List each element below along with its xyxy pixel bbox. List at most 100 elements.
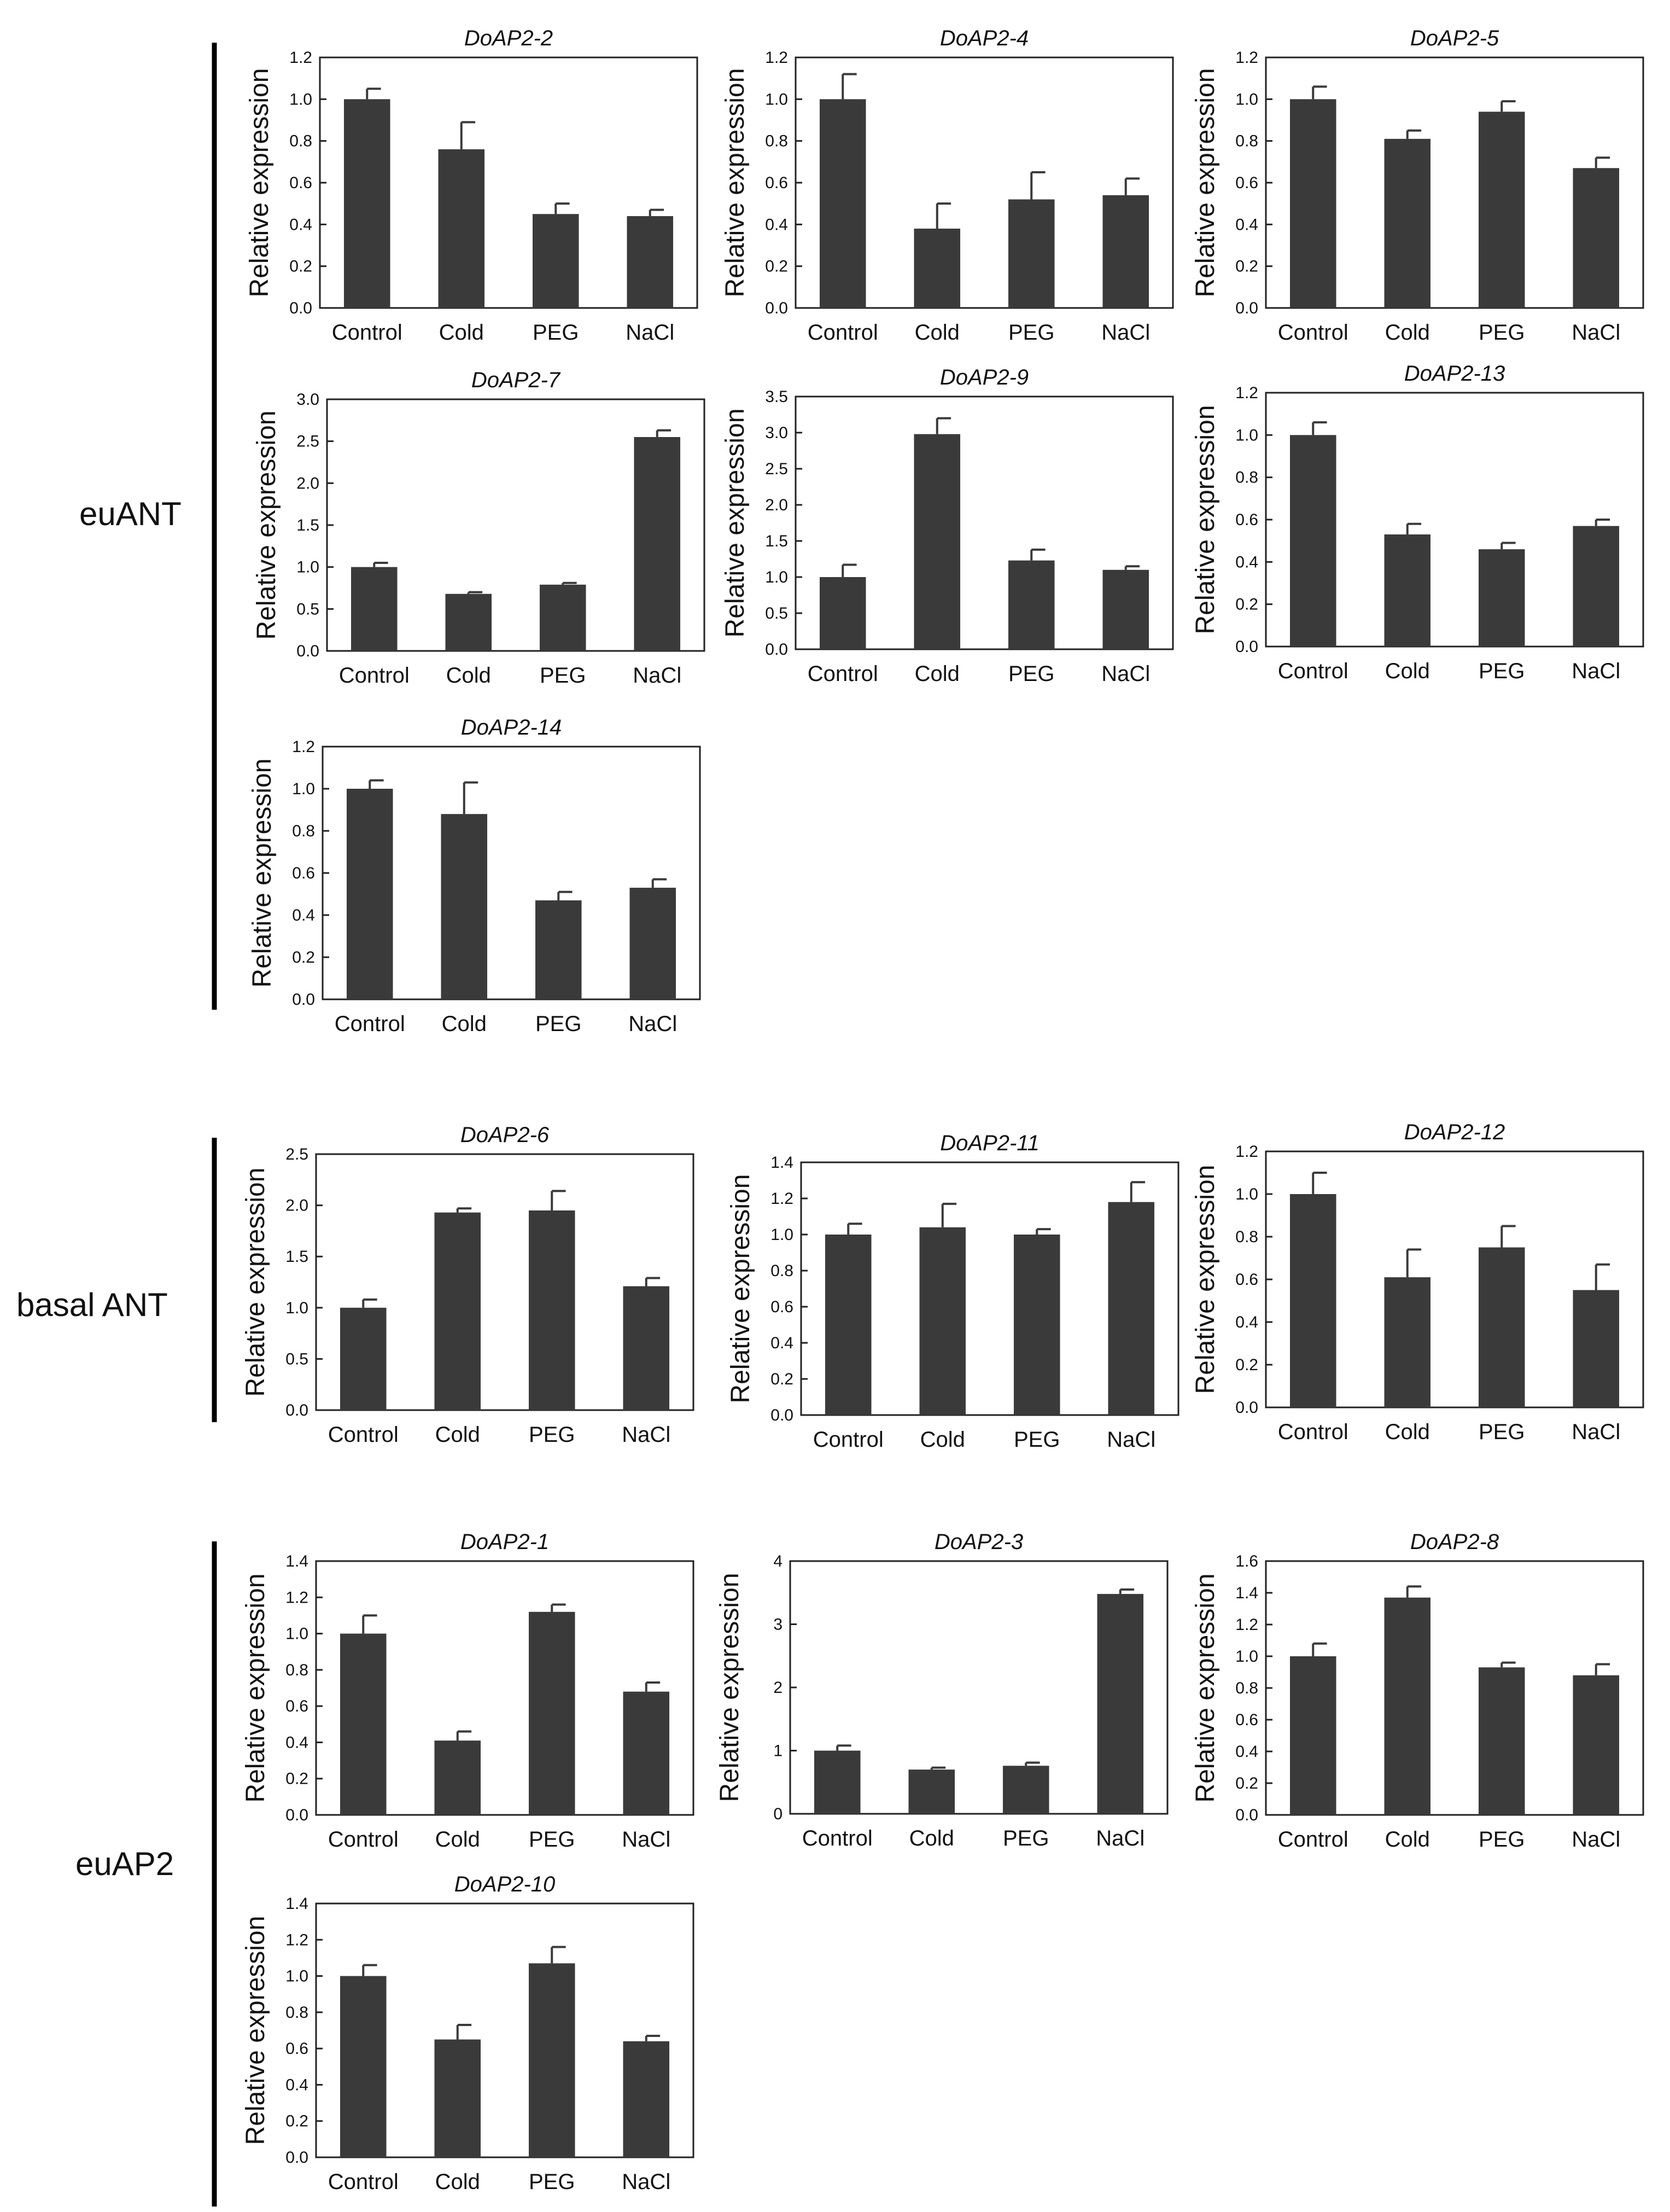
y-tick-label: 0.8 (1235, 132, 1258, 150)
y-tick-label: 0.4 (292, 906, 315, 924)
y-tick-label: 3.0 (765, 424, 788, 442)
bar-PEG (528, 1611, 575, 1815)
x-tick-label: NaCl (1101, 321, 1150, 345)
y-tick-label: 0.6 (1235, 511, 1258, 529)
plot-frame (315, 1153, 694, 1411)
y-tick-label: 0.4 (765, 216, 788, 234)
x-tick-label: Cold (1385, 1827, 1430, 1852)
y-axis-label: Relative expression (721, 409, 750, 638)
bar-PEG (528, 1210, 575, 1410)
chart-title: DoAP2-4 (940, 26, 1029, 50)
y-tick-label: 0.6 (765, 174, 788, 192)
y-tick-label: 0.2 (1235, 1356, 1258, 1374)
bar-NaCl (1573, 1675, 1620, 1815)
y-axis-label: Relative expression (241, 1168, 270, 1397)
bar-NaCl (623, 1286, 670, 1410)
chart-title: DoAP2-2 (464, 26, 553, 50)
y-tick-label: 0.0 (765, 299, 788, 317)
x-tick-label: Cold (435, 2170, 480, 2194)
bar-PEG (539, 584, 586, 651)
y-tick-label: 0 (773, 1805, 783, 1823)
chart-title: DoAP2-1 (460, 1530, 549, 1554)
bar-Control (825, 1235, 872, 1415)
x-tick-label: NaCl (1572, 1827, 1620, 1852)
x-tick-label: Control (328, 2170, 399, 2194)
x-tick-label: Control (335, 1012, 405, 1036)
x-tick-label: NaCl (1572, 321, 1620, 345)
chart-DoAP2-1: DoAP2-1 0.0 0.2 0.4 0.6 0.8 1.0 1.2 1.4 Relative … (241, 1530, 694, 1852)
y-tick-label: 1.0 (285, 1625, 308, 1643)
x-tick-label: PEG (529, 1827, 575, 1852)
y-tick-label: 0.4 (770, 1334, 793, 1352)
y-tick-label: 0.0 (1235, 299, 1258, 317)
y-tick-label: 0.8 (765, 132, 788, 150)
chart-title: DoAP2-9 (940, 365, 1029, 389)
x-tick-label: Cold (909, 1826, 954, 1850)
group-label-euANT: euANT (79, 496, 182, 532)
bar-Control (814, 1750, 861, 1814)
bar-NaCl (1573, 168, 1620, 308)
x-tick-label: PEG (540, 663, 586, 688)
bar-PEG (535, 900, 582, 999)
bar-Cold (1384, 1597, 1431, 1815)
x-tick-label: NaCl (1107, 1428, 1155, 1452)
bar-Control (819, 577, 866, 649)
bar-Cold (438, 149, 485, 308)
bar-Cold (914, 434, 961, 649)
bar-NaCl (1102, 569, 1149, 649)
bar-Cold (908, 1769, 955, 1814)
bar-PEG (528, 1963, 575, 2157)
x-tick-label: Control (802, 1826, 873, 1850)
y-tick-label: 3.0 (296, 391, 319, 409)
y-tick-label: 0.8 (285, 1661, 308, 1679)
bar-Control (340, 1307, 387, 1410)
chart-DoAP2-5: DoAP2-5 0.0 0.2 0.4 0.6 0.8 1.0 1.2 Relative exp… (1191, 26, 1644, 345)
y-tick-label: 1.0 (765, 568, 788, 586)
y-tick-label: 0.4 (289, 216, 312, 234)
y-tick-label: 1.0 (1235, 1185, 1258, 1203)
y-tick-label: 1.4 (285, 1895, 308, 1913)
x-tick-label: Cold (446, 663, 491, 688)
chart-title: DoAP2-7 (471, 368, 561, 392)
x-tick-label: NaCl (622, 1827, 670, 1852)
y-axis-label: Relative expression (1191, 405, 1220, 635)
y-tick-label: 1.0 (1235, 1648, 1258, 1666)
x-tick-label: Control (328, 1827, 399, 1852)
x-tick-label: PEG (1008, 321, 1054, 345)
bar-NaCl (1573, 526, 1620, 647)
plot-frame (800, 1161, 1179, 1416)
y-tick-label: 0.2 (765, 258, 788, 276)
x-tick-label: NaCl (626, 321, 674, 345)
chart-title: DoAP2-10 (454, 1872, 556, 1896)
y-tick-label: 0.2 (1235, 596, 1258, 614)
bar-NaCl (1102, 195, 1149, 308)
bar-Cold (919, 1227, 966, 1415)
chart-title: DoAP2-12 (1404, 1120, 1505, 1144)
bar-PEG (1478, 1667, 1525, 1815)
y-tick-label: 1.0 (1235, 426, 1258, 444)
x-tick-label: Control (808, 321, 878, 345)
bar-NaCl (1097, 1594, 1144, 1814)
x-tick-label: Cold (1385, 1420, 1430, 1444)
x-tick-label: PEG (529, 2170, 575, 2194)
bar-Control (819, 99, 866, 308)
y-tick-label: 0.5 (765, 604, 788, 622)
bar-Control (346, 789, 393, 999)
y-axis-label: Relative expression (715, 1573, 744, 1802)
y-axis-label: Relative expression (245, 68, 274, 298)
y-tick-label: 0.2 (1235, 258, 1258, 276)
chart-title: DoAP2-13 (1404, 362, 1505, 386)
y-tick-label: 3.5 (765, 388, 788, 406)
y-tick-label: 0.8 (292, 822, 315, 840)
bar-NaCl (627, 216, 674, 308)
y-tick-label: 1.0 (296, 558, 319, 577)
y-tick-label: 1.5 (296, 516, 319, 534)
y-tick-label: 0.6 (285, 2040, 308, 2058)
bar-Control (340, 1633, 387, 1815)
x-tick-label: PEG (535, 1012, 581, 1036)
y-tick-label: 1.4 (285, 1552, 308, 1570)
chart-title: DoAP2-8 (1410, 1530, 1499, 1554)
y-tick-label: 0.8 (1235, 1679, 1258, 1697)
chart-title: DoAP2-6 (460, 1123, 550, 1147)
bar-Control (1289, 435, 1336, 647)
